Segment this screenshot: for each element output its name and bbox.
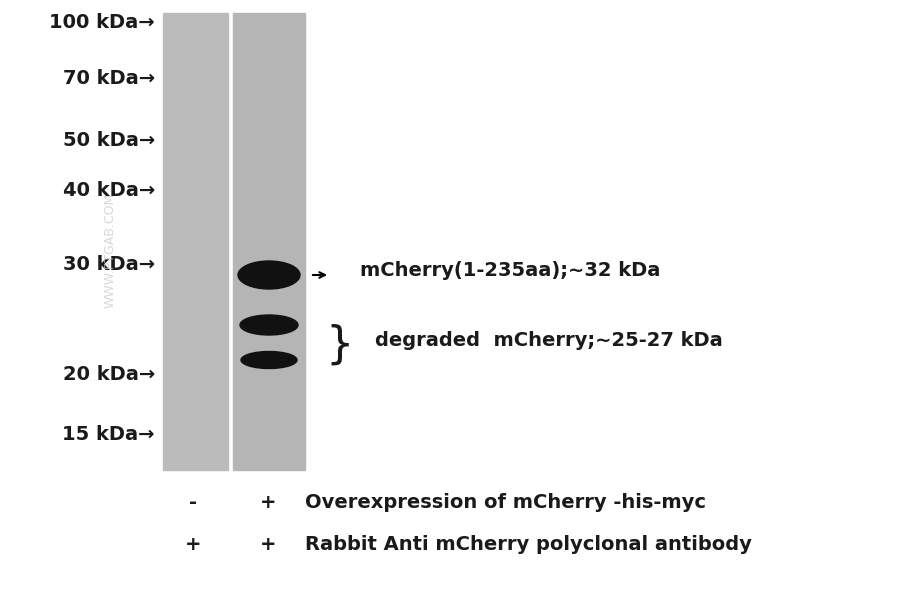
Text: 40 kDa→: 40 kDa→ xyxy=(63,180,155,199)
Text: 20 kDa→: 20 kDa→ xyxy=(63,365,155,384)
Text: Overexpression of mCherry -his-myc: Overexpression of mCherry -his-myc xyxy=(305,493,706,512)
Text: Rabbit Anti mCherry polyclonal antibody: Rabbit Anti mCherry polyclonal antibody xyxy=(305,535,752,554)
Ellipse shape xyxy=(241,352,297,368)
Text: +: + xyxy=(259,493,277,512)
Text: WWW.PTGAB.COM: WWW.PTGAB.COM xyxy=(103,192,116,308)
Text: }: } xyxy=(326,324,355,366)
Text: 50 kDa→: 50 kDa→ xyxy=(63,130,155,149)
Text: +: + xyxy=(259,535,277,554)
Text: 100 kDa→: 100 kDa→ xyxy=(49,12,155,31)
Text: 30 kDa→: 30 kDa→ xyxy=(63,256,155,275)
Text: 15 kDa→: 15 kDa→ xyxy=(63,426,155,445)
Text: +: + xyxy=(185,535,201,554)
Bar xyxy=(233,13,305,470)
Bar xyxy=(163,13,228,470)
Ellipse shape xyxy=(240,315,298,335)
Text: mCherry(1-235aa);∼32 kDa: mCherry(1-235aa);∼32 kDa xyxy=(360,260,660,279)
Ellipse shape xyxy=(238,261,300,289)
Text: -: - xyxy=(189,493,197,512)
Text: 70 kDa→: 70 kDa→ xyxy=(63,69,155,88)
Text: degraded  mCherry;∼25-27 kDa: degraded mCherry;∼25-27 kDa xyxy=(375,330,723,349)
